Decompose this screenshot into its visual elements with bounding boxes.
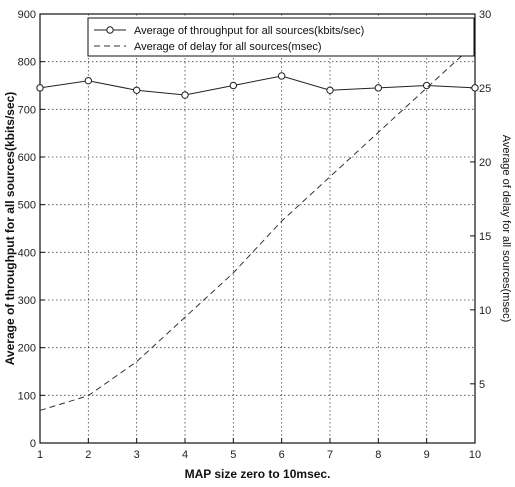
data-point-throughput	[36, 84, 44, 92]
x-tick-label: 2	[85, 449, 91, 461]
x-tick-label: 1	[37, 449, 43, 461]
y-left-tick-label: 900	[18, 9, 36, 21]
y-right-tick-label: 5	[479, 379, 485, 391]
y-left-tick-label: 500	[18, 200, 36, 212]
x-tick-label: 9	[424, 449, 430, 461]
data-point-throughput	[181, 91, 189, 99]
x-tick-label: 5	[230, 449, 236, 461]
y-right-tick-label: 15	[479, 231, 491, 243]
x-ticks: 1 2 3 4 5 6 7 8 9 10	[37, 438, 481, 461]
y-left-tick-label: 600	[18, 152, 36, 164]
y-right-tick-label: 20	[479, 157, 491, 169]
y-right-tick-label: 25	[479, 83, 491, 95]
series-layer	[36, 43, 479, 411]
x-axis-label: MAP size zero to 10msec.	[185, 467, 331, 481]
y-left-tick-label: 400	[18, 247, 36, 259]
y-left-axis-label: Average of throughput for all sources(kb…	[3, 92, 17, 366]
data-point-throughput	[84, 77, 93, 85]
y-left-tick-label: 800	[18, 57, 36, 69]
y-left-tick-label: 200	[18, 343, 36, 355]
data-point-throughput	[132, 86, 141, 94]
y-left-tick-label: 0	[30, 438, 36, 450]
series-line-delay	[39, 43, 476, 411]
y-right-tick-label: 10	[479, 305, 491, 317]
x-tick-label: 3	[134, 449, 140, 461]
y-right-ticks: 5 10 15 20 25 30	[470, 9, 491, 391]
legend: Average of throughput for all sources(kb…	[87, 17, 475, 57]
data-point-throughput	[374, 84, 383, 92]
y-left-tick-label: 300	[18, 295, 36, 307]
legend-marker-throughput	[106, 26, 114, 34]
x-tick-label: 10	[469, 449, 481, 461]
grid	[40, 14, 475, 443]
data-point-throughput	[277, 72, 286, 80]
data-point-throughput	[229, 81, 238, 90]
y-right-axis-label: Average of delay for all sources(msec)	[500, 135, 512, 323]
x-tick-label: 8	[375, 449, 381, 461]
legend-label-delay: Average of delay for all sources(msec)	[134, 41, 322, 53]
legend-label-throughput: Average of throughput for all sources(kb…	[134, 25, 364, 37]
x-tick-label: 7	[327, 449, 333, 461]
data-point-throughput	[326, 86, 334, 94]
x-tick-label: 4	[182, 449, 188, 461]
series-line-throughput	[39, 75, 476, 96]
x-tick-label: 6	[279, 449, 285, 461]
plot-frame	[39, 13, 476, 444]
data-point-throughput	[471, 84, 479, 92]
legend-box	[87, 17, 475, 57]
y-left-ticks: 0 100 200 300 400 500 600 700 800 900	[18, 9, 45, 450]
y-right-tick-label: 30	[479, 9, 491, 21]
y-left-tick-label: 100	[18, 390, 36, 402]
y-left-tick-label: 700	[18, 104, 36, 116]
